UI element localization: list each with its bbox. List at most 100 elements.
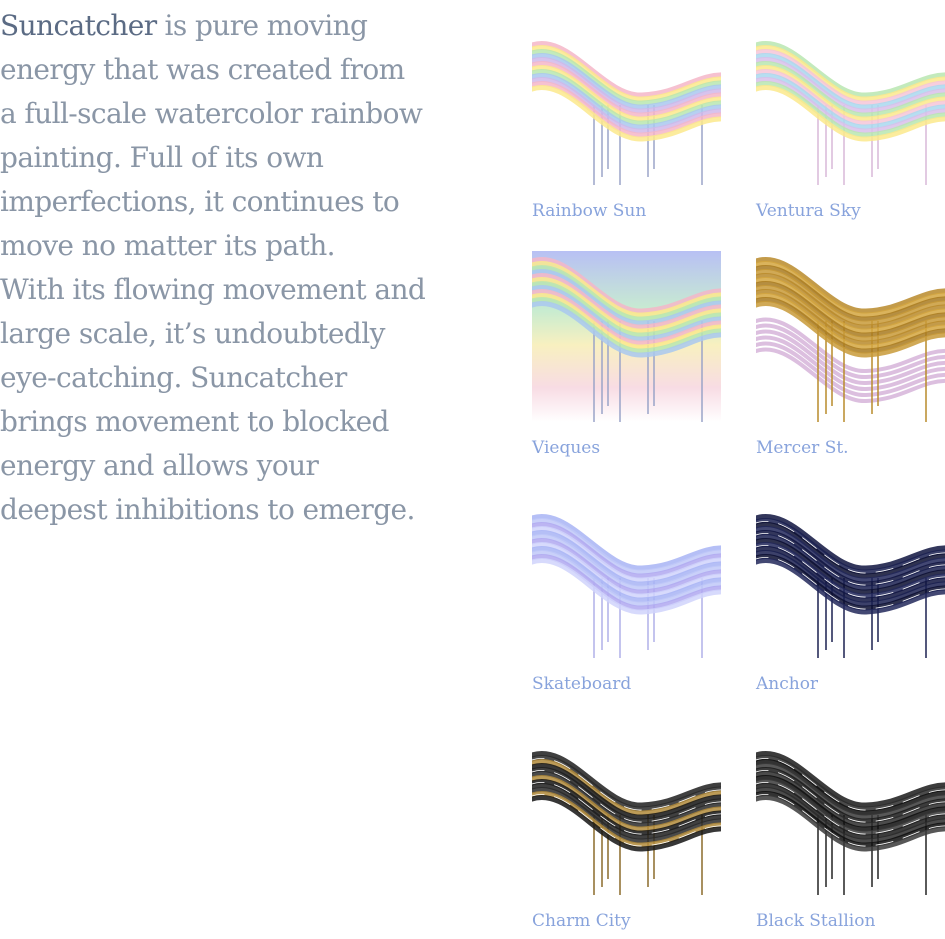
brush-stroke — [532, 779, 721, 836]
brush-stroke — [756, 65, 945, 122]
brush-stroke — [532, 522, 721, 579]
brush-stroke — [532, 285, 721, 342]
brush-stroke — [532, 751, 721, 808]
brush-stroke — [756, 289, 945, 346]
brush-stroke — [532, 277, 721, 334]
description-text: brings movement to blocked — [0, 405, 389, 438]
brush-stroke — [532, 53, 721, 110]
highlight — [756, 545, 945, 598]
brush-stroke — [756, 542, 945, 599]
description-line: move no matter its path. — [0, 224, 500, 268]
brush-stroke — [532, 273, 721, 330]
brush-stroke — [756, 323, 945, 380]
brush-stroke — [756, 554, 945, 611]
description-line: brings movement to blocked — [0, 400, 500, 444]
highlight — [756, 557, 945, 610]
brush-stroke — [756, 779, 945, 836]
brush-stroke — [756, 347, 945, 404]
artwork — [756, 751, 945, 895]
brush-stroke — [756, 273, 945, 330]
brush-stroke — [756, 261, 945, 318]
artwork — [756, 514, 945, 658]
description-line: large scale, it’s undoubtedly — [0, 312, 500, 356]
brush-stroke — [756, 526, 945, 583]
brush-stroke — [532, 514, 721, 571]
description-text: a full-scale watercolor rainbow — [0, 97, 423, 130]
lead-word: Suncatcher — [0, 9, 157, 42]
brush-stroke — [756, 550, 945, 607]
brush-stroke — [532, 795, 721, 852]
brush-stroke — [532, 261, 721, 318]
brush-stroke — [756, 53, 945, 110]
brush-stroke — [532, 783, 721, 840]
description-text: imperfections, it continues to — [0, 185, 400, 218]
item-label: Vieques — [532, 438, 601, 458]
brush-stroke — [532, 57, 721, 114]
gallery-item: Black Stallion — [756, 745, 945, 931]
brush-stroke — [532, 73, 721, 130]
artwork — [756, 41, 945, 185]
highlight — [756, 758, 945, 811]
description-line: imperfections, it continues to — [0, 180, 500, 224]
brush-stroke — [756, 285, 945, 342]
brush-stroke — [532, 293, 721, 350]
brush-stroke — [756, 269, 945, 326]
description-line: energy and allows your — [0, 444, 500, 488]
brush-stroke — [756, 759, 945, 816]
highlight — [756, 533, 945, 586]
brush-stroke — [532, 558, 721, 615]
description-line: Suncatcher is pure moving — [0, 4, 500, 48]
brush-stroke — [532, 546, 721, 603]
brush-stroke — [756, 77, 945, 134]
highlight — [532, 770, 721, 823]
gallery-item: Rainbow Sun — [532, 35, 721, 221]
artwork — [756, 257, 945, 422]
brush-stroke — [756, 293, 945, 350]
brush-stroke — [532, 554, 721, 611]
highlight — [756, 794, 945, 847]
brush-stroke — [532, 767, 721, 824]
brush-stroke — [532, 542, 721, 599]
brush-stroke — [532, 534, 721, 591]
item-label: Ventura Sky — [756, 201, 861, 221]
brush-stroke — [756, 767, 945, 824]
brush-stroke — [756, 335, 945, 392]
brush-stroke — [532, 759, 721, 816]
brush-stroke — [532, 550, 721, 607]
brush-stroke — [532, 265, 721, 322]
brush-stroke — [532, 530, 721, 587]
brush-stroke — [532, 518, 721, 575]
brush-stroke — [756, 522, 945, 579]
brush-stroke — [756, 257, 945, 314]
description-text: painting. Full of its own — [0, 141, 324, 174]
brush-stroke — [756, 795, 945, 852]
artwork — [532, 751, 721, 895]
gallery-item: Charm City — [532, 745, 721, 931]
brush-stroke — [532, 85, 721, 142]
brush-stroke — [532, 289, 721, 346]
description-text: large scale, it’s undoubtedly — [0, 317, 385, 350]
highlight — [756, 770, 945, 823]
description: Suncatcher is pure moving energy that was … — [0, 4, 500, 532]
brush-stroke — [756, 546, 945, 603]
description-text: deepest inhibitions to emerge. — [0, 493, 415, 526]
brush-stroke — [756, 791, 945, 848]
brush-stroke — [532, 41, 721, 98]
description-text: energy and allows your — [0, 449, 319, 482]
brush-stroke — [756, 558, 945, 615]
brush-stroke — [756, 45, 945, 102]
artwork — [532, 41, 721, 185]
brush-stroke — [756, 81, 945, 138]
highlight — [532, 758, 721, 811]
brush-stroke — [756, 763, 945, 820]
brush-stroke — [756, 73, 945, 130]
brush-stroke — [532, 257, 721, 314]
brush-stroke — [532, 45, 721, 102]
brush-stroke — [756, 530, 945, 587]
brush-stroke — [756, 787, 945, 844]
brush-stroke — [532, 49, 721, 106]
description-text: eye-catching. Suncatcher — [0, 361, 347, 394]
artwork — [532, 514, 721, 658]
description-line: painting. Full of its own — [0, 136, 500, 180]
description-line: energy that was created from — [0, 48, 500, 92]
